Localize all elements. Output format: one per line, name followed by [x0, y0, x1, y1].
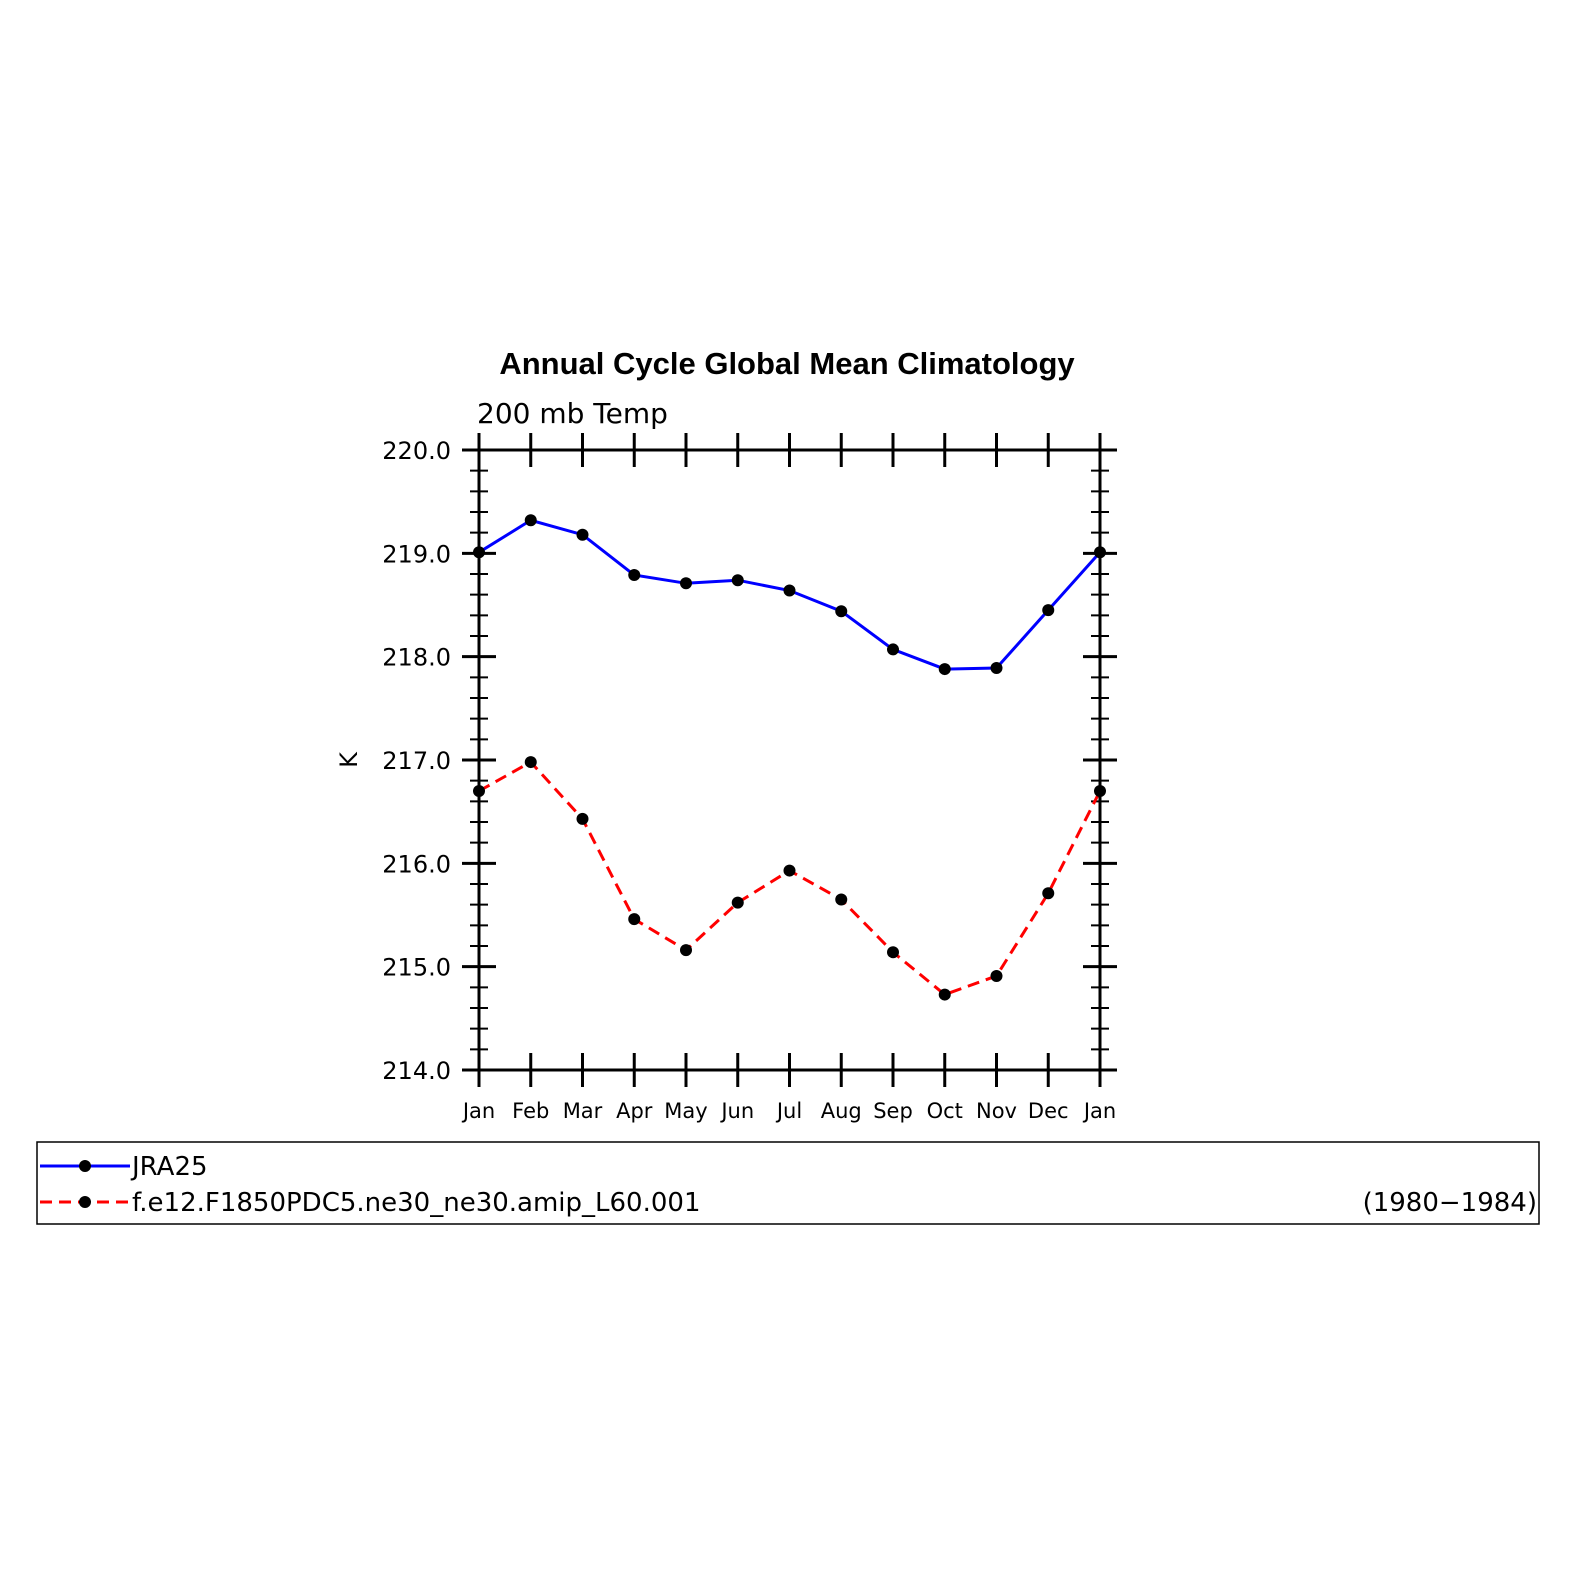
x-tick-label: Mar — [563, 1099, 603, 1123]
y-tick-label: 218.0 — [382, 644, 451, 672]
series-1-point — [1042, 604, 1055, 617]
legend-marker-2 — [79, 1196, 91, 1208]
y-tick-label: 219.0 — [382, 540, 451, 568]
series-2-point — [990, 969, 1003, 982]
series-layer — [473, 514, 1106, 1001]
series-1-point — [1094, 546, 1106, 559]
chart-title: Annual Cycle Global Mean Climatology — [499, 346, 1075, 381]
series-1-point — [628, 569, 641, 582]
series-1-point — [783, 584, 796, 597]
series-1-point — [990, 662, 1003, 675]
legend-box — [36, 1141, 1540, 1225]
chart-subtitle: 200 mb Temp — [477, 397, 668, 430]
series-2-point — [835, 893, 848, 906]
series-2-point — [1094, 785, 1106, 797]
x-tick-label: Aug — [821, 1099, 862, 1123]
series-1-point — [731, 574, 744, 587]
x-tick-label: May — [664, 1099, 707, 1123]
series-1-point — [680, 577, 692, 590]
y-tick-label: 215.0 — [382, 954, 451, 982]
series-2-point — [680, 944, 692, 957]
y-tick-label: 217.0 — [382, 747, 451, 775]
series-2-point — [731, 896, 744, 909]
series-line-2 — [478, 760, 1102, 997]
legend-label-2: f.e12.F1850PDC5.ne30_ne30.amip_L60.001 — [132, 1188, 700, 1218]
y-tick-label: 216.0 — [382, 850, 451, 878]
x-tick-label: Jan — [461, 1099, 495, 1123]
series-1-point — [576, 528, 589, 541]
series-1-point — [887, 643, 899, 656]
plot-axes: 214.0 215.0 216.0 217.0 218.0 219.0 220.0 Jan Fe… — [382, 433, 1117, 1123]
series-1-point — [835, 605, 848, 618]
x-tick-label: Jan — [1082, 1099, 1116, 1123]
series-2-point — [783, 864, 796, 877]
legend-note: (1980−1984) — [1363, 1188, 1537, 1218]
series-2-point — [1042, 887, 1055, 900]
x-tick-label: Jun — [719, 1099, 754, 1123]
x-tick-label: Oct — [927, 1099, 963, 1123]
legend-marker-1 — [79, 1160, 91, 1172]
y-tick-label: 220.0 — [382, 437, 451, 465]
series-2-point — [473, 785, 485, 797]
plot-frame — [477, 448, 1102, 1072]
series-2-point — [524, 756, 537, 769]
series-2-point — [628, 913, 641, 926]
series-1-point — [473, 546, 485, 559]
y-tick-label: 214.0 — [382, 1057, 451, 1085]
series-1-point — [938, 663, 951, 676]
x-tick-label: Apr — [616, 1099, 653, 1123]
x-tick-label: Nov — [976, 1099, 1017, 1123]
series-2-point — [576, 812, 589, 825]
legend-label-1: JRA25 — [130, 1152, 208, 1182]
x-tick-label: Feb — [512, 1099, 549, 1123]
x-tick-label: Sep — [873, 1099, 913, 1123]
x-tick-label: Jul — [775, 1099, 802, 1123]
legend: (1980−1984) JRA25 f.e12.F1850PDC5.ne30_ne… — [36, 1141, 1540, 1225]
series-2-point — [938, 988, 951, 1001]
series-2-point — [887, 946, 899, 959]
series-1-point — [524, 514, 537, 527]
x-tick-label: Dec — [1028, 1099, 1069, 1123]
y-axis-label: K — [335, 751, 363, 768]
